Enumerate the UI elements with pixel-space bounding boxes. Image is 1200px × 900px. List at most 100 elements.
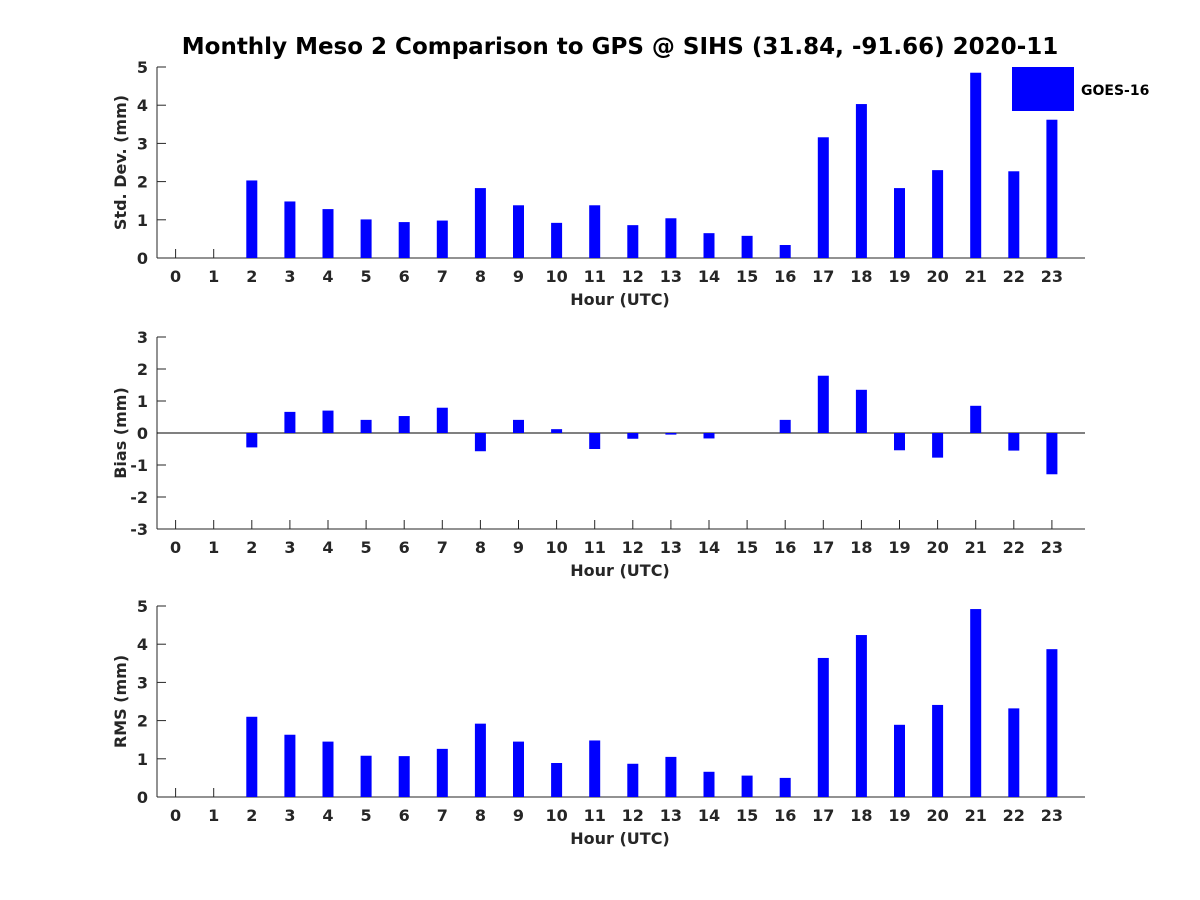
x-tick-label: 11 <box>584 806 606 825</box>
y-tick-label: 1 <box>137 211 148 230</box>
bar-hour-9 <box>513 419 524 433</box>
x-tick-label: 23 <box>1041 538 1063 557</box>
y-tick-label: 2 <box>137 173 148 192</box>
x-tick-label: 16 <box>774 538 796 557</box>
x-tick-label: 9 <box>513 538 524 557</box>
x-tick-label: 16 <box>774 267 796 286</box>
bar-hour-11 <box>589 205 601 258</box>
x-tick-label: 2 <box>246 806 257 825</box>
bar-hour-8 <box>474 723 486 797</box>
x-tick-label: 13 <box>660 806 682 825</box>
bar-hour-22 <box>1008 171 1020 258</box>
x-tick-label: 1 <box>208 538 219 557</box>
x-tick-label: 22 <box>1003 267 1025 286</box>
y-tick-label: 0 <box>137 424 148 443</box>
y-tick-label: 5 <box>137 597 148 616</box>
x-tick-label: 14 <box>698 538 720 557</box>
x-tick-label: 21 <box>965 806 987 825</box>
y-tick-label: -2 <box>130 488 148 507</box>
bar-hour-2 <box>246 180 258 258</box>
bar-hour-22 <box>1008 433 1020 451</box>
y-tick-label: 4 <box>137 96 148 115</box>
bar-hour-7 <box>436 407 448 433</box>
x-tick-label: 3 <box>284 538 295 557</box>
y-axis-label: Std. Dev. (mm) <box>111 95 130 230</box>
bar-hour-14 <box>703 433 715 439</box>
x-tick-label: 22 <box>1003 806 1025 825</box>
y-tick-label: 0 <box>137 249 148 268</box>
bar-hour-17 <box>817 375 829 433</box>
x-tick-label: 9 <box>513 806 524 825</box>
bar-hour-23 <box>1046 119 1058 258</box>
bar-hour-10 <box>551 763 563 797</box>
x-tick-label: 17 <box>812 538 834 557</box>
x-tick-label: 13 <box>660 267 682 286</box>
bar-hour-12 <box>627 433 639 439</box>
x-tick-label: 3 <box>284 806 295 825</box>
x-tick-label: 23 <box>1041 806 1063 825</box>
bar-hour-16 <box>779 245 791 258</box>
y-tick-label: 3 <box>137 673 148 692</box>
x-tick-label: 2 <box>246 267 257 286</box>
bar-hour-18 <box>855 104 867 258</box>
bar-hour-8 <box>474 433 486 452</box>
bar-hour-8 <box>474 188 486 258</box>
bar-hour-4 <box>322 410 334 433</box>
bar-hour-13 <box>665 756 677 797</box>
bar-hour-21 <box>970 72 982 258</box>
y-tick-label: 0 <box>137 788 148 807</box>
bar-hour-6 <box>398 416 410 433</box>
x-tick-label: 20 <box>926 267 948 286</box>
x-tick-label: 10 <box>545 806 567 825</box>
y-tick-label: 5 <box>137 58 148 77</box>
x-tick-label: 7 <box>437 267 448 286</box>
x-tick-label: 21 <box>965 538 987 557</box>
x-tick-label: 0 <box>170 267 181 286</box>
x-tick-label: 6 <box>399 806 410 825</box>
x-tick-label: 4 <box>322 267 333 286</box>
bar-hour-15 <box>741 775 753 797</box>
x-tick-label: 12 <box>622 538 644 557</box>
x-tick-label: 1 <box>208 806 219 825</box>
x-tick-label: 6 <box>399 538 410 557</box>
bar-hour-19 <box>894 433 905 451</box>
bar-hour-13 <box>665 433 677 435</box>
bar-hour-23 <box>1046 649 1058 797</box>
bar-hour-17 <box>817 137 829 258</box>
bar-hour-10 <box>551 429 563 433</box>
x-tick-label: 18 <box>850 267 872 286</box>
x-tick-label: 12 <box>622 806 644 825</box>
y-tick-label: 1 <box>137 392 148 411</box>
x-tick-label: 20 <box>926 538 948 557</box>
legend-swatch <box>1012 67 1074 111</box>
x-tick-label: 8 <box>475 538 486 557</box>
x-tick-label: 2 <box>246 538 257 557</box>
x-tick-label: 8 <box>475 267 486 286</box>
y-tick-label: -1 <box>130 456 148 475</box>
x-axis-label: Hour (UTC) <box>570 561 670 580</box>
bar-hour-9 <box>513 205 524 258</box>
x-tick-label: 14 <box>698 806 720 825</box>
y-tick-label: -3 <box>130 520 148 539</box>
chart-title: Monthly Meso 2 Comparison to GPS @ SIHS … <box>182 34 1059 60</box>
x-tick-label: 7 <box>437 538 448 557</box>
bar-hour-18 <box>855 389 867 433</box>
x-tick-label: 19 <box>888 806 910 825</box>
x-tick-label: 10 <box>545 538 567 557</box>
x-tick-label: 0 <box>170 538 181 557</box>
x-tick-label: 19 <box>888 538 910 557</box>
bar-hour-22 <box>1008 708 1020 797</box>
x-tick-label: 22 <box>1003 538 1025 557</box>
bar-hour-7 <box>436 748 448 797</box>
bar-hour-2 <box>246 716 258 797</box>
bar-hour-20 <box>932 433 944 458</box>
bar-hour-14 <box>703 233 715 258</box>
x-tick-label: 1 <box>208 267 219 286</box>
bar-hour-3 <box>284 411 296 433</box>
x-tick-label: 12 <box>622 267 644 286</box>
bar-hour-16 <box>779 419 791 433</box>
y-axis-label: RMS (mm) <box>111 655 130 748</box>
bar-hour-18 <box>855 635 867 797</box>
